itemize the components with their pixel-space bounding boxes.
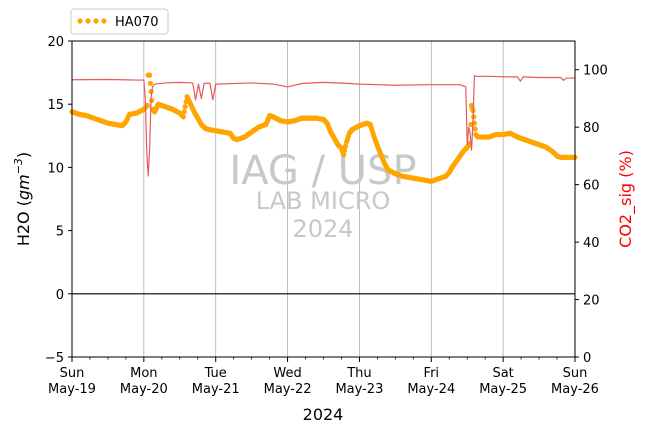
y-axis-title-exponent: −3 bbox=[12, 158, 25, 174]
series-line-co2-sig bbox=[71, 74, 575, 177]
y-axis-title-unit: gm bbox=[14, 174, 33, 200]
data-point bbox=[182, 104, 188, 110]
y-tick-label: 0 bbox=[56, 288, 64, 303]
x-tick-label: Wed May-22 bbox=[264, 366, 312, 397]
data-point bbox=[149, 97, 155, 104]
watermark-line-2: LAB MICRO bbox=[256, 187, 391, 215]
x-tick-label: Sat May-25 bbox=[479, 366, 527, 397]
data-point bbox=[341, 152, 347, 158]
data-point bbox=[342, 143, 349, 149]
y-axis-title-close: ) bbox=[14, 152, 33, 158]
legend-box bbox=[70, 8, 169, 35]
watermark-line-1: IAG / USP bbox=[229, 148, 416, 194]
x-tick-label: Mon May-20 bbox=[120, 366, 168, 397]
y2-tick-label: 0 bbox=[583, 351, 591, 366]
x-tick-label: Tue May-21 bbox=[192, 366, 240, 397]
gridlines bbox=[143, 41, 504, 357]
y-tick-label: 5 bbox=[56, 225, 64, 240]
y2-tick-label: 40 bbox=[583, 236, 600, 251]
x-tick-label: Sun May-19 bbox=[48, 366, 96, 397]
y2-axis-title: CO2_sig (%) bbox=[616, 150, 636, 248]
data-point bbox=[148, 88, 154, 95]
y-axis-title: H2O (gm−3) bbox=[12, 152, 33, 246]
y-tick-label: 15 bbox=[47, 98, 64, 113]
data-point bbox=[341, 147, 348, 154]
data-point bbox=[147, 72, 153, 78]
x-tick-label: Thu May-23 bbox=[335, 366, 383, 397]
legend-label-ha070: HA070 bbox=[115, 15, 158, 30]
y-tick-label: −5 bbox=[45, 351, 64, 366]
y-tick-label: 20 bbox=[47, 35, 64, 50]
y-tick-label: 10 bbox=[47, 161, 64, 176]
legend-marker-ha070 bbox=[77, 18, 107, 24]
x-tick-label: Fri May-24 bbox=[407, 366, 455, 397]
watermark: IAG / USP LAB MICRO 2024 bbox=[229, 148, 416, 243]
data-point bbox=[180, 114, 186, 120]
y2-tick-label: 60 bbox=[583, 179, 600, 194]
series bbox=[69, 72, 578, 184]
y2-tick-label: 20 bbox=[583, 294, 600, 309]
y2-tick-label: 100 bbox=[583, 64, 608, 79]
x-tick-label: Sun May-26 bbox=[551, 366, 599, 397]
watermark-line-3: 2024 bbox=[292, 215, 353, 243]
data-point bbox=[144, 102, 151, 109]
y2-tick-label: 80 bbox=[583, 121, 600, 136]
axis-ticks: −5 0 5 10 15 20 0 20 40 60 80 100 Sun May-19 Mon May-20… bbox=[45, 35, 608, 397]
data-point bbox=[181, 109, 187, 115]
legend: HA070 bbox=[70, 8, 169, 35]
x-axis-title: 2024 bbox=[303, 405, 344, 424]
y-axis-title-base: H2O ( bbox=[14, 200, 33, 246]
data-point bbox=[472, 126, 478, 132]
data-point bbox=[147, 80, 153, 86]
